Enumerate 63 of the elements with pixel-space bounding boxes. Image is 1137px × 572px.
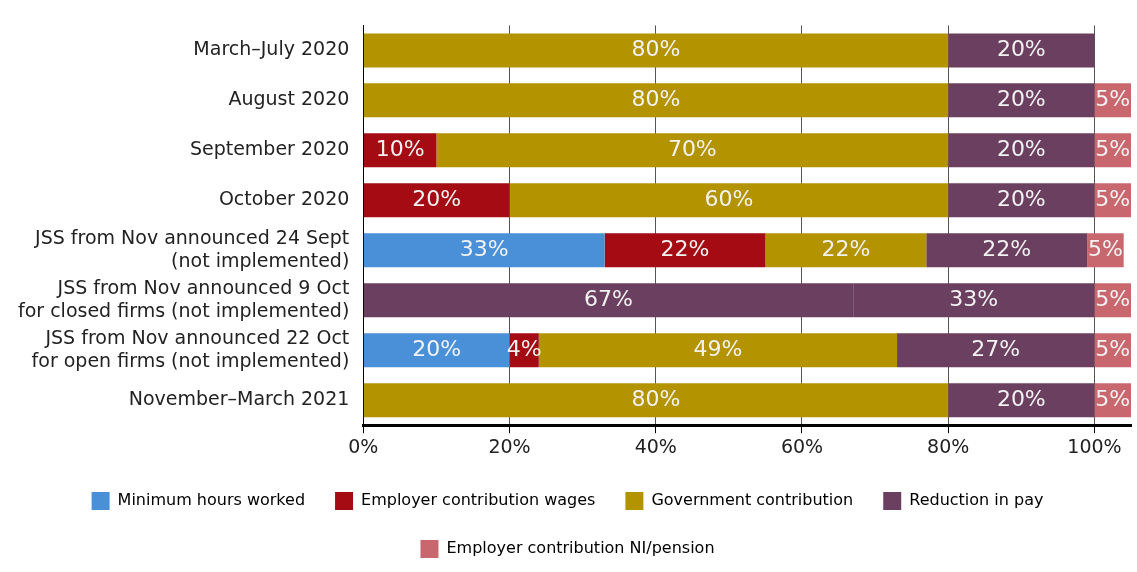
data-label: 5% <box>1095 86 1131 112</box>
data-label: 20% <box>996 186 1046 212</box>
x-tick-label: 80% <box>927 434 970 457</box>
data-label: 80% <box>631 385 681 411</box>
y-tick-label: JSS from Nov announced 24 Sept (not implemented) <box>34 225 350 271</box>
x-tick-label: 0% <box>348 434 379 457</box>
data-label: 27% <box>971 335 1021 361</box>
data-label: 80% <box>631 36 681 62</box>
data-label: 5% <box>1095 136 1131 162</box>
bar <box>948 383 1095 418</box>
legend-label: Reduction in pay <box>909 490 1044 510</box>
bar <box>363 233 605 268</box>
legend-label: Employer contribution NI/pension <box>446 538 715 558</box>
y-tick-label: August 2020 <box>228 87 350 110</box>
data-label: 60% <box>704 186 754 212</box>
bar <box>948 83 1095 118</box>
y-tick-label: JSS from Nov announced 22 Oct for open firms (not implemented) <box>31 325 350 371</box>
legend-label: Government contribution <box>651 490 854 510</box>
data-label: 33% <box>949 285 999 311</box>
data-label: 22% <box>660 236 710 262</box>
bar <box>948 133 1095 168</box>
data-label: 5% <box>1095 335 1131 361</box>
y-tick-label: October 2020 <box>218 187 350 210</box>
data-label: 20% <box>996 86 1046 112</box>
data-label: 20% <box>996 385 1046 411</box>
data-label: 67% <box>584 285 633 311</box>
legend-label: Minimum hours worked <box>117 490 306 510</box>
bar <box>604 233 766 268</box>
data-label: 5% <box>1095 186 1131 212</box>
y-tick-label: September 2020 <box>189 137 350 160</box>
data-label: 20% <box>412 186 462 212</box>
data-label: 20% <box>996 136 1046 162</box>
data-label: 5% <box>1095 385 1131 411</box>
data-label: 22% <box>982 236 1032 262</box>
data-label: 20% <box>412 335 462 361</box>
bar <box>948 33 1095 68</box>
y-tick-label: November–March 2021 <box>128 387 350 410</box>
bar <box>897 333 1095 368</box>
bar <box>765 233 927 268</box>
data-label: 70% <box>667 136 717 162</box>
bar <box>436 133 949 168</box>
bar <box>926 233 1088 268</box>
data-label: 80% <box>631 86 681 112</box>
bar <box>363 83 949 118</box>
data-label: 33% <box>459 236 509 262</box>
data-label: 5% <box>1095 285 1131 311</box>
bar <box>948 183 1095 218</box>
y-tick-label: March–July 2020 <box>193 37 350 60</box>
data-label: 5% <box>1087 236 1123 262</box>
data-label: 22% <box>821 236 871 262</box>
bar <box>363 383 949 418</box>
bar <box>363 33 949 68</box>
bar <box>363 183 510 218</box>
data-label: 10% <box>375 136 425 162</box>
y-tick-label: JSS from Nov announced 9 Oct for closed firms (not implemented) <box>17 275 350 321</box>
x-tick-label: 100% <box>1067 434 1122 457</box>
x-tick-label: 60% <box>780 434 824 457</box>
legend-label: Employer contribution wages <box>361 490 596 510</box>
data-label: 20% <box>996 36 1046 62</box>
data-label: 49% <box>693 335 743 361</box>
x-tick-label: 40% <box>634 434 677 457</box>
bar <box>509 183 949 218</box>
x-tick-label: 20% <box>488 434 531 457</box>
